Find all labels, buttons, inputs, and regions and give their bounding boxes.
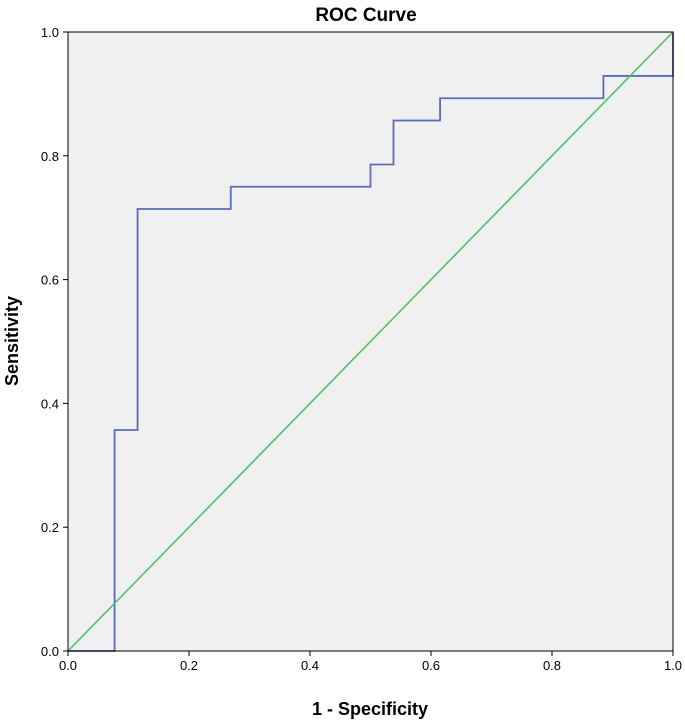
roc-curve-line — [68, 32, 674, 652]
y-tick-label: 1.0 — [41, 25, 59, 40]
y-tick-label: 0.6 — [41, 273, 59, 288]
reference-diagonal-line — [67, 31, 674, 652]
y-tick-label: 0.4 — [41, 396, 59, 411]
y-axis-label: Sensitivity — [2, 296, 22, 386]
x-tick-label: 0.0 — [59, 658, 77, 673]
chart-title: ROC Curve — [315, 5, 416, 26]
x-tick-label: 1.0 — [664, 658, 682, 673]
plot-area: 0.0 0.2 0.4 0.6 0.8 1.0 0.0 0.2 0.4 0.6 0.8 1.0 — [41, 25, 682, 673]
y-tick-label: 0.0 — [41, 644, 59, 659]
x-tick-label: 0.4 — [301, 658, 319, 673]
plot-frame — [67, 31, 674, 652]
x-tick-label: 0.8 — [543, 658, 561, 673]
y-tick-label: 0.2 — [41, 520, 59, 535]
x-axis-label: 1 - Specificity — [312, 699, 428, 719]
y-tick-label: 0.8 — [41, 149, 59, 164]
x-tick-label: 0.6 — [422, 658, 440, 673]
x-tick-label: 0.2 — [180, 658, 198, 673]
